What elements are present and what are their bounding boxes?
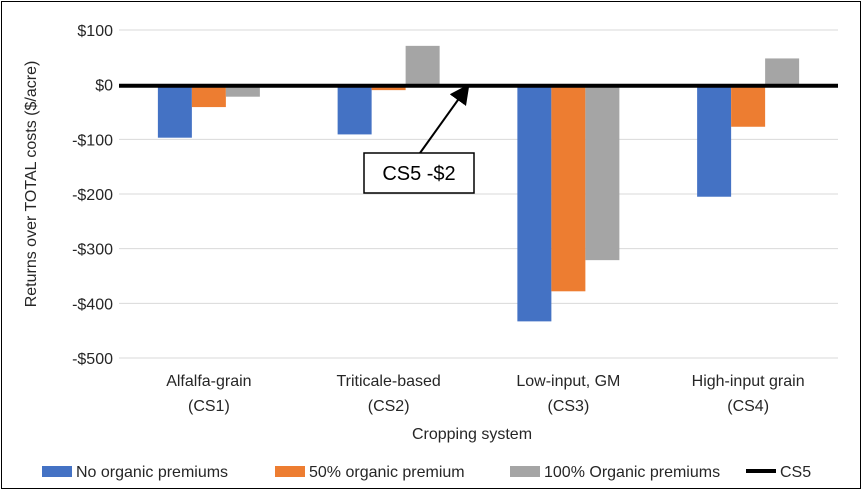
y-tick-label: -$500 [72, 351, 113, 368]
annotation-text: CS5 -$2 [382, 163, 455, 185]
legend-swatch [510, 466, 540, 477]
y-tick-label: -$200 [72, 187, 113, 204]
bar [697, 84, 732, 197]
y-tick-label: -$300 [72, 242, 113, 259]
bar [191, 84, 226, 108]
y-tick-label: $100 [77, 23, 113, 40]
annotation: CS5 -$2 [363, 83, 475, 194]
legend-label: 100% Organic premiums [544, 464, 720, 481]
bar [517, 84, 552, 322]
legend-swatch [275, 466, 305, 477]
x-category-label: (CS1) [188, 398, 230, 415]
bar [551, 84, 586, 292]
legend-swatch [42, 466, 72, 477]
x-category-label: Low-input, GM [516, 373, 620, 390]
bar [765, 58, 800, 85]
bar [405, 45, 440, 85]
y-axis-title: Returns over TOTAL costs ($/acre) [23, 61, 40, 308]
x-category-label: Triticale-based [336, 373, 440, 390]
y-axis-ticks: $100 $0 -$100 -$200 -$300 -$400 -$500 [72, 23, 113, 368]
legend: No organic premiums 50% organic premium 10… [42, 464, 811, 481]
x-axis-categories: Alfalfa-grain (CS1) Triticale-based (CS2) Lo… [166, 373, 804, 415]
x-category-label: (CS3) [547, 398, 589, 415]
annotation-arrow [419, 83, 470, 154]
bar [731, 84, 766, 127]
legend-label: No organic premiums [76, 464, 228, 481]
annotation-box [363, 152, 475, 194]
bar [337, 84, 372, 135]
x-category-label: High-input grain [692, 373, 805, 390]
x-category-label: (CS2) [368, 398, 410, 415]
x-category-label: (CS4) [727, 398, 769, 415]
bar [157, 84, 192, 138]
y-tick-label: -$400 [72, 296, 113, 313]
x-category-label: Alfalfa-grain [166, 373, 251, 390]
bars [157, 45, 800, 322]
y-tick-label: -$100 [72, 132, 113, 149]
y-tick-label: $0 [95, 78, 113, 95]
legend-label: CS5 [780, 464, 811, 481]
bar [585, 84, 620, 261]
x-axis-title: Cropping system [412, 426, 532, 443]
legend-label: 50% organic premium [309, 464, 465, 481]
